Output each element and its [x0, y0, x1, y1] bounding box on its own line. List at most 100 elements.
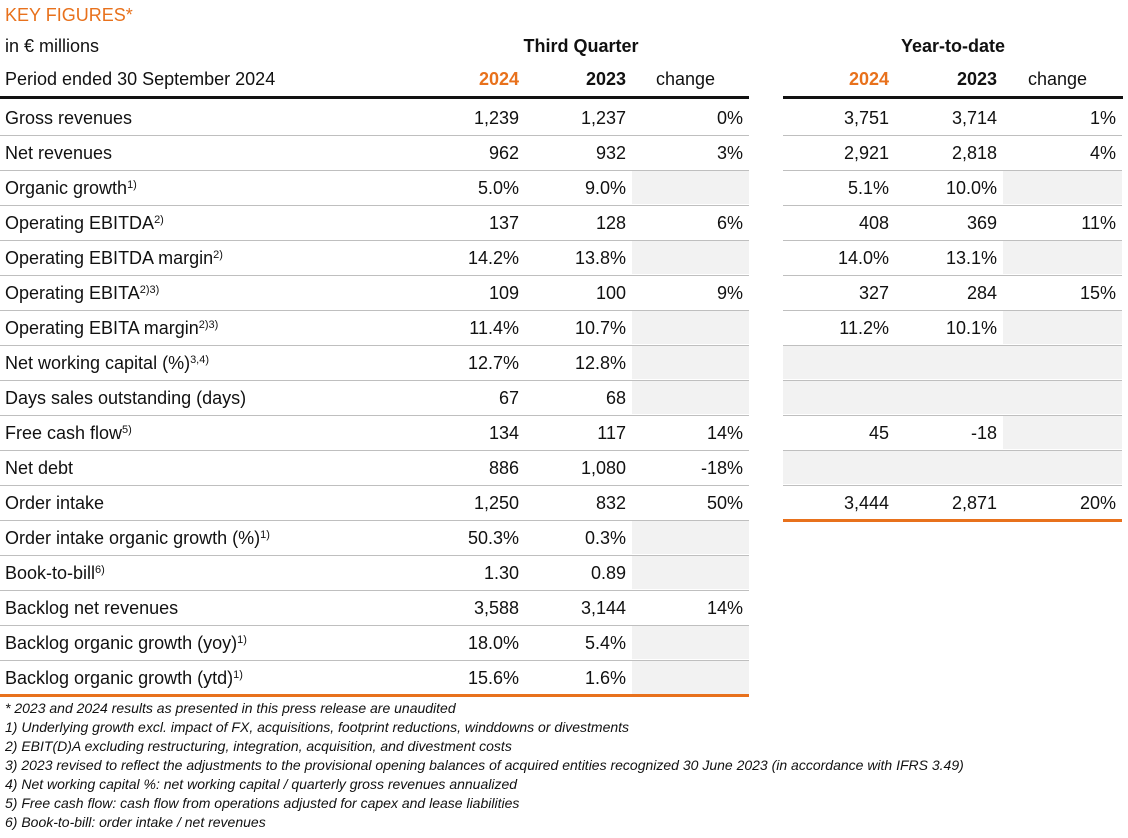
group-header: Third Quarter [523, 36, 639, 56]
footnote: * 2023 and 2024 results as presented in … [5, 700, 456, 716]
cell: 14.0% [837, 248, 889, 268]
cell: 932 [595, 143, 626, 163]
cell: 962 [488, 143, 519, 163]
empty-cell [895, 381, 1003, 414]
row-rule [783, 170, 1122, 171]
row-label-text: Book-to-bill [5, 563, 96, 583]
cell: -18% [700, 458, 743, 478]
header-rule [0, 96, 749, 99]
cell: 1.6% [584, 668, 626, 688]
row-rule [0, 240, 749, 241]
empty-cell [1003, 346, 1122, 379]
row-rule [783, 135, 1122, 136]
cell: 4% [1089, 143, 1116, 163]
row-label: Net working capital (%)3,4) [5, 352, 209, 374]
cell: 3,714 [951, 108, 997, 128]
cell: 6% [716, 213, 743, 233]
period: Period ended 30 September 2024 [5, 69, 276, 89]
cell: 11.4% [469, 318, 519, 338]
cell: 10.7% [574, 318, 626, 338]
unit: in € millions [5, 36, 100, 56]
cell: 11% [1081, 213, 1116, 233]
footnote-ref: 1) [233, 669, 243, 681]
row-label: Net revenues [5, 142, 112, 164]
cell: 15% [1079, 283, 1116, 303]
cell: 3,751 [843, 108, 889, 128]
column-header: change [655, 69, 716, 89]
row-rule [0, 590, 749, 591]
row-rule [783, 310, 1122, 311]
cell: 9.0% [584, 178, 626, 198]
footnote-ref: 5) [122, 424, 132, 436]
cell: 1,080 [580, 458, 626, 478]
footnote-ref: 2) [154, 214, 164, 226]
footnote-ref: 6) [95, 564, 105, 576]
cell: 408 [858, 213, 889, 233]
empty-cell [632, 171, 749, 204]
row-rule [783, 275, 1122, 276]
row-label-text: Free cash flow [5, 423, 123, 443]
cell: 369 [966, 213, 997, 233]
row-rule [0, 660, 749, 661]
cell: 45 [868, 423, 889, 443]
total-rule [783, 519, 1122, 522]
row-rule [0, 310, 749, 311]
row-rule [0, 205, 749, 206]
cell: 3% [716, 143, 743, 163]
row-rule [0, 450, 749, 451]
row-rule [783, 415, 1122, 416]
cell: 12.7% [467, 353, 519, 373]
row-label: Gross revenues [5, 107, 132, 129]
column-header: 2024 [478, 69, 519, 89]
row-label: Operating EBITDA2) [5, 212, 164, 234]
footnote: 1) Underlying growth excl. impact of FX,… [5, 719, 630, 735]
cell: 1.30 [483, 563, 519, 583]
cell: -18 [970, 423, 997, 443]
row-rule [783, 380, 1122, 381]
row-label-text: Operating EBITA [5, 283, 140, 303]
row-label: Order intake [5, 492, 104, 514]
row-label: Organic growth1) [5, 177, 137, 199]
row-rule [0, 135, 749, 136]
cell: 18.0% [467, 633, 519, 653]
cell: 284 [966, 283, 997, 303]
cell: 886 [488, 458, 519, 478]
footnote-ref: 1) [127, 179, 137, 191]
empty-cell [783, 346, 895, 379]
column-header: 2024 [848, 69, 889, 89]
row-label: Order intake organic growth (%)1) [5, 527, 270, 549]
row-rule [783, 240, 1122, 241]
row-rule [0, 415, 749, 416]
empty-cell [632, 311, 749, 344]
cell: 11.2% [839, 318, 889, 338]
cell: 10.0% [945, 178, 997, 198]
row-label: Net debt [5, 457, 73, 479]
cell: 2,921 [843, 143, 889, 163]
empty-cell [895, 346, 1003, 379]
empty-cell [783, 451, 895, 484]
cell: 327 [858, 283, 889, 303]
cell: 50.3% [467, 528, 519, 548]
cell: 5.0% [477, 178, 519, 198]
footnote-ref: 2)3) [198, 319, 219, 331]
footnote: 4) Net working capital %: net working ca… [5, 776, 518, 792]
cell: 0% [716, 108, 743, 128]
row-rule [783, 450, 1122, 451]
row-label-text: Days sales outstanding (days) [5, 388, 247, 408]
row-label: Operating EBITA margin2)3) [5, 317, 218, 339]
footnote-ref: 2) [213, 249, 223, 261]
empty-cell [632, 556, 749, 589]
column-header: change [1027, 69, 1088, 89]
cell: 9% [716, 283, 743, 303]
row-label-text: Order intake [5, 493, 105, 513]
cell: 10.1% [945, 318, 997, 338]
footnote: 5) Free cash flow: cash flow from operat… [5, 795, 520, 811]
row-label: Book-to-bill6) [5, 562, 105, 584]
title: KEY FIGURES* [5, 5, 133, 25]
empty-cell [1003, 311, 1122, 344]
row-label-text: Net working capital (%) [5, 353, 191, 373]
empty-cell [1003, 241, 1122, 274]
row-rule [0, 485, 749, 486]
row-rule [0, 380, 749, 381]
row-label-text: Backlog net revenues [5, 598, 179, 618]
